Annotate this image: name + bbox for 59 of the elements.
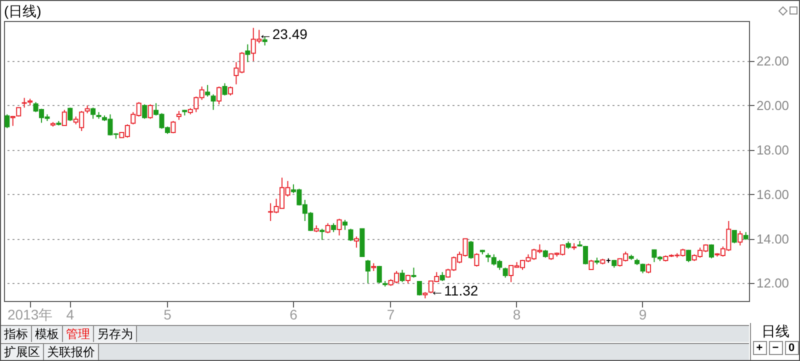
candlestick: [502, 267, 508, 278]
candlestick: [646, 263, 652, 274]
candlestick: [68, 107, 73, 122]
candlestick: [205, 84, 210, 98]
candlestick: [588, 259, 594, 270]
candlestick: [416, 280, 422, 296]
annotation: ←11.32: [430, 282, 478, 298]
text: 日线: [760, 323, 790, 341]
y-tick-label: 14.00: [756, 231, 790, 246]
text: 关联报价: [44, 344, 99, 360]
candlestick: [640, 263, 646, 274]
x-tick-label: 4: [66, 306, 74, 322]
x-tick-label: 6: [290, 306, 298, 322]
candlestick: [148, 104, 153, 120]
text: 管理: [63, 326, 94, 342]
candlestick: [400, 269, 405, 283]
candlestick: [336, 218, 342, 236]
text: 0: [784, 341, 798, 355]
y-tick-label: 20.00: [756, 98, 790, 113]
annotation: ←23.49: [258, 26, 308, 42]
candlestick: [365, 259, 370, 284]
candlestick: [468, 240, 474, 260]
y-tick-label: 12.00: [756, 276, 790, 291]
candlestick: [210, 94, 216, 110]
candlestick: [142, 104, 148, 120]
text: 另存为: [94, 326, 137, 342]
y-tick-label: 16.00: [756, 186, 790, 202]
candlestick: [348, 228, 354, 242]
x-tick-label: 9: [638, 306, 647, 322]
candlestick: [738, 230, 743, 246]
candlestick: [342, 219, 348, 230]
candlestick: [732, 230, 737, 244]
text: 指标: [1, 326, 32, 342]
candlestick: [4, 114, 10, 129]
candlestick: [411, 267, 416, 278]
candlestick: [62, 109, 67, 126]
text: −: [768, 341, 782, 355]
candlestick: [90, 107, 96, 120]
text: +: [752, 341, 766, 355]
x-tick-label: 7: [386, 306, 395, 322]
candlestick: [222, 82, 228, 96]
candlestick: [320, 228, 325, 240]
candlestick: [354, 236, 359, 248]
candlestick: [708, 244, 714, 259]
candlestick: [245, 44, 250, 63]
text: 模板: [32, 326, 63, 342]
y-tick-label: 22.00: [756, 54, 790, 68]
candlestick: [686, 249, 692, 263]
x-tick-label: 8: [512, 306, 521, 322]
chart-title: (日线): [4, 3, 42, 19]
candlestick: [474, 252, 480, 268]
candlestick: [216, 86, 222, 105]
y-tick-label: 18.00: [756, 142, 790, 158]
candlestick: [376, 265, 382, 284]
candlestick: [325, 222, 330, 234]
x-tick-label: 5: [164, 306, 172, 322]
candlestick: [170, 120, 176, 134]
text: 扩展区: [1, 344, 44, 360]
x-tick-label: 2013年: [7, 306, 53, 322]
